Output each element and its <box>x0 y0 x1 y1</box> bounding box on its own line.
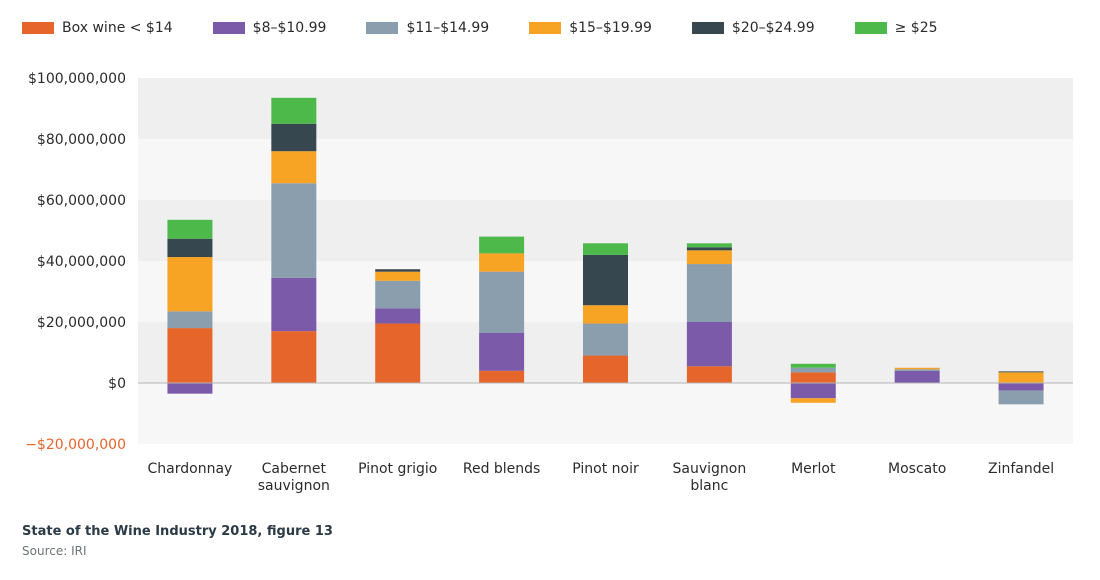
y-tick-label: $80,000,000 <box>37 132 126 148</box>
legend-item: ≥ $25 <box>854 20 938 36</box>
bar-segment <box>479 236 525 254</box>
bar-segment <box>790 398 836 403</box>
bar-segment <box>479 370 525 383</box>
bar-segment <box>583 305 628 324</box>
y-tick-label: $100,000,000 <box>28 71 126 87</box>
bar-segment <box>998 371 1044 373</box>
bar-segment <box>998 372 1044 383</box>
grid-band <box>138 383 1073 444</box>
bar-segment <box>375 271 421 281</box>
x-tick-label: Sauvignon blanc <box>673 461 747 494</box>
bar-segment <box>583 323 628 356</box>
bar-segment <box>790 372 836 383</box>
bar-segment <box>479 271 525 333</box>
bar-segment <box>271 183 317 278</box>
legend-label: $8–$10.99 <box>252 20 327 36</box>
legend-swatch <box>366 22 399 34</box>
bar-segment <box>167 311 213 329</box>
bar-segment <box>686 247 732 251</box>
legend-item: Box wine < $14 <box>22 20 173 36</box>
y-tick-label: −$20,000,000 <box>25 437 126 453</box>
x-tick-label: Red blends <box>463 461 541 477</box>
y-tick-label: $0 <box>108 376 126 392</box>
bar-segment <box>790 367 836 373</box>
bar-segment <box>375 280 421 309</box>
bar-segment <box>894 369 940 371</box>
bar-segment <box>686 243 732 248</box>
y-tick-label: $20,000,000 <box>37 315 126 331</box>
bar-segment <box>998 390 1044 405</box>
legend-swatch <box>854 22 887 34</box>
legend-swatch <box>691 22 724 34</box>
bar-segment <box>686 322 732 367</box>
legend: Box wine < $14 $8–$10.99 $11–$14.99 $15–$19… <box>22 14 978 42</box>
bar-segment <box>583 254 628 306</box>
legend-item: $15–$19.99 <box>529 20 652 36</box>
bar-segment <box>686 264 732 322</box>
legend-label: $20–$24.99 <box>731 20 815 36</box>
x-tick-label: Chardonnay <box>148 461 233 477</box>
x-tick-label: Pinot noir <box>572 461 639 477</box>
legend-swatch <box>212 22 245 34</box>
x-tick-label: Moscato <box>888 461 946 477</box>
legend-label: Box wine < $14 <box>62 20 173 36</box>
legend-swatch <box>529 22 562 34</box>
bar-segment <box>998 383 1044 391</box>
bar-segment <box>271 97 317 124</box>
y-tick-label: $40,000,000 <box>37 254 126 270</box>
bar-segment <box>271 277 317 332</box>
x-tick-label: Pinot grigio <box>358 461 437 477</box>
legend-label: $15–$19.99 <box>569 20 652 36</box>
bar-segment <box>271 123 317 152</box>
bar-segment <box>894 370 940 383</box>
legend-item: $20–$24.99 <box>691 20 815 36</box>
bar-segment <box>583 355 628 383</box>
bar-segment <box>271 151 317 184</box>
legend-label: $11–$14.99 <box>406 20 490 36</box>
bar-segment <box>167 328 213 383</box>
figure-caption: State of the Wine Industry 2018, figure … <box>22 524 333 539</box>
bar-segment <box>583 243 628 255</box>
legend-item: $11–$14.99 <box>366 20 489 36</box>
bar-segment <box>167 383 213 394</box>
bar-segment <box>167 257 213 312</box>
bar-segment <box>686 250 732 265</box>
bar-segment <box>375 269 421 272</box>
legend-swatch <box>22 22 54 34</box>
bar-segment <box>167 238 213 258</box>
x-tick-label: Zinfandel <box>988 461 1054 477</box>
bar-segment <box>790 383 836 399</box>
bar-segment <box>479 332 525 371</box>
bar-segment <box>894 367 940 370</box>
y-tick-label: $60,000,000 <box>37 193 126 209</box>
bar-segment <box>271 331 317 383</box>
legend-item: $8–$10.99 <box>212 20 327 36</box>
bar-segment <box>167 219 213 239</box>
bar-segment <box>790 363 836 368</box>
bar-segment <box>479 253 525 272</box>
stacked-bar-chart: $100,000,000 $80,000,000 $60,000,000 $40,00… <box>25 71 1073 494</box>
bar-segment <box>375 308 421 324</box>
bar-segment <box>686 366 732 383</box>
source-note: Source: IRI <box>22 544 87 558</box>
x-tick-label: Cabernet sauvignon <box>258 461 330 494</box>
x-tick-label: Merlot <box>791 461 836 477</box>
footer: State of the Wine Industry 2018, figure … <box>22 524 333 558</box>
bar-segment <box>375 323 421 383</box>
legend-label: ≥ $25 <box>894 20 938 36</box>
